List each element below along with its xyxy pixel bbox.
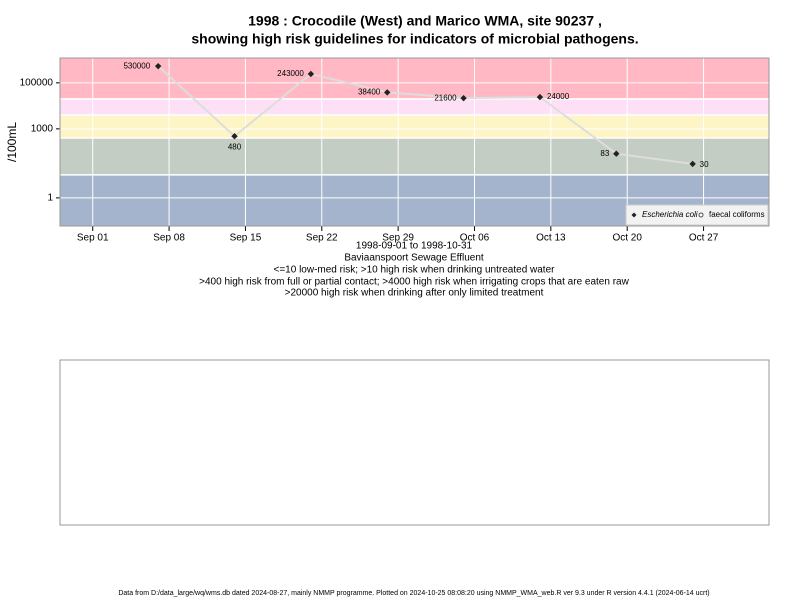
legend-box <box>625 204 769 226</box>
y-tick-label: 100000 <box>20 77 54 88</box>
risk-band <box>60 58 769 99</box>
x-tick-label: Sep 15 <box>230 233 262 244</box>
subtitle: >20000 high risk when drinking after onl… <box>285 288 544 299</box>
data-label: 38400 <box>358 88 381 97</box>
data-label: 30 <box>700 160 709 169</box>
risk-band <box>60 98 769 115</box>
subtitle: Baviaanspoort Sewage Effluent <box>344 253 484 264</box>
x-tick-label: Oct 20 <box>612 233 642 244</box>
data-point <box>231 132 238 140</box>
subtitle: >400 high risk from full or partial cont… <box>199 277 629 288</box>
chart-title: showing high risk guidelines for indicat… <box>191 31 638 47</box>
x-tick-label: Oct 27 <box>689 233 719 244</box>
legend-marker <box>631 212 637 218</box>
subtitle: 1998-09-01 to 1998-10-31 <box>356 241 473 252</box>
x-tick-label: Sep 01 <box>77 233 109 244</box>
data-label: 243000 <box>277 69 304 78</box>
legend-marker <box>698 212 704 218</box>
data-point <box>689 160 696 168</box>
chart-title: 1998 : Crocodile (West) and Marico WMA, … <box>248 13 602 29</box>
data-label: 21600 <box>434 93 457 102</box>
y-tick-label: 1000 <box>31 123 54 134</box>
data-point <box>460 94 467 102</box>
x-tick-label: Oct 06 <box>460 233 490 244</box>
legend-label: faecal coliforms <box>709 210 765 219</box>
data-point <box>154 62 162 70</box>
risk-band <box>60 114 769 139</box>
x-tick-label: Sep 29 <box>382 233 414 244</box>
series-line <box>157 65 693 165</box>
risk-band <box>60 138 769 175</box>
data-point <box>307 70 315 78</box>
x-tick-label: Oct 13 <box>536 233 566 244</box>
legend-label: Escherichia coli <box>642 210 698 219</box>
data-label: 480 <box>228 142 242 151</box>
data-label: 83 <box>600 149 609 158</box>
plot-frame <box>59 57 770 227</box>
y-axis-label: /100mL <box>5 122 19 162</box>
data-point <box>536 93 544 101</box>
x-tick-label: Sep 22 <box>306 233 338 244</box>
data-label: 24000 <box>547 92 570 101</box>
y-tick-label: 1 <box>47 193 53 204</box>
subtitle: <=10 low-med risk; >10 high risk when dr… <box>274 265 556 276</box>
data-point <box>384 89 391 96</box>
data-label: 530000 <box>123 61 150 70</box>
plot-area <box>60 58 769 226</box>
footer: Data from D:/data_large/wq/wms.db dated … <box>118 590 709 597</box>
data-point <box>613 150 620 157</box>
x-tick-label: Sep 08 <box>153 233 185 244</box>
empty-panel <box>59 359 770 526</box>
